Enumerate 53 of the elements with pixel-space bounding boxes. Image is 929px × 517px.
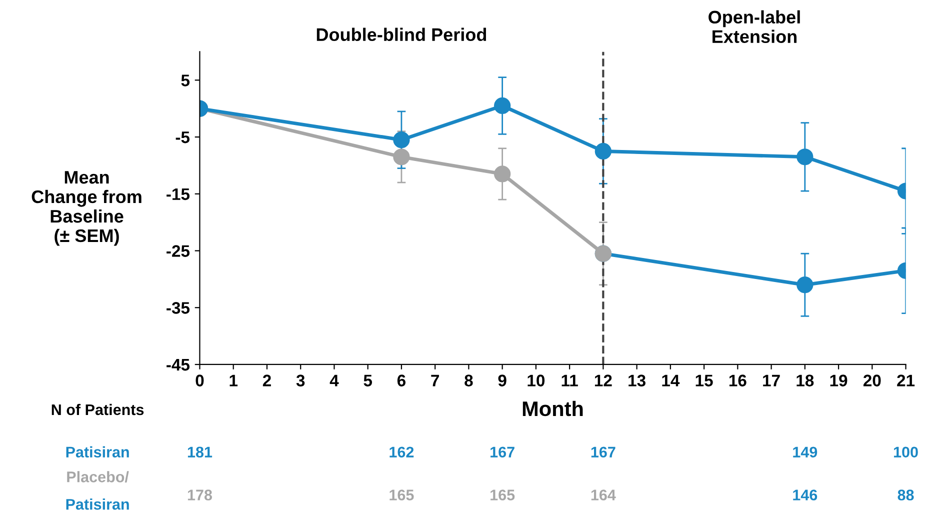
x-tick-label: 13: [628, 374, 646, 386]
x-tick-label: 9: [498, 374, 506, 386]
text: 146: [793, 490, 818, 500]
x-tick-label: 5: [364, 374, 372, 386]
x-tick-label: 14: [662, 374, 680, 386]
text: 165: [390, 490, 414, 500]
x-tick-label: 6: [397, 374, 406, 386]
text: 164: [591, 490, 616, 500]
x-tick-label: 8: [464, 374, 473, 386]
point: [393, 132, 410, 148]
x-tick-label: 17: [763, 374, 780, 386]
x-tick-label: 18: [796, 374, 814, 386]
x-tick-label: 10: [528, 374, 545, 386]
text: Placebo/: [67, 471, 129, 482]
x-tick-label: 12: [594, 374, 612, 386]
text: Open-label Extension: [708, 10, 800, 44]
y-tick-label: -45: [166, 359, 190, 371]
text: 162: [390, 446, 414, 458]
text: 167: [591, 446, 616, 458]
y-tick-label: -35: [166, 302, 190, 314]
x-tick-label: 1: [230, 374, 238, 386]
text: 167: [490, 446, 514, 458]
x-tick-label: 19: [830, 374, 848, 386]
y-tick-label: 5: [181, 74, 190, 86]
text: 165: [490, 490, 515, 500]
text: 149: [793, 446, 818, 458]
x-tick-label: 4: [330, 374, 339, 386]
x-tick-label: 15: [696, 374, 713, 386]
point: [494, 166, 511, 182]
x-tick-label: 16: [729, 374, 746, 386]
point: [393, 148, 410, 166]
x-tick-label: 21: [897, 374, 915, 386]
text: Double-blind Period: [316, 28, 486, 42]
text: Patisiran: [66, 498, 129, 510]
x-tick-label: 11: [562, 374, 578, 386]
text: 100: [894, 446, 918, 458]
text: 181: [188, 446, 212, 458]
x-tick-label: 7: [431, 374, 439, 386]
x-tick-label: 0: [196, 374, 204, 386]
point: [494, 97, 511, 114]
text: 88: [898, 490, 914, 500]
y-tick-label: -5: [176, 132, 190, 144]
text: Patisiran: [66, 446, 129, 458]
point: [594, 142, 612, 160]
y-tick-label: -25: [166, 245, 190, 257]
x-tick-label: 3: [296, 374, 305, 386]
x-axis-title: Month: [522, 400, 583, 416]
y-axis-title: Mean Change from Baseline (± SEM): [32, 171, 142, 246]
y-tick-label: -15: [166, 188, 190, 200]
text: N of Patients: [52, 404, 144, 416]
x-tick-label: 20: [863, 374, 881, 386]
text: 178: [188, 490, 212, 500]
x-tick-label: 2: [262, 374, 271, 386]
